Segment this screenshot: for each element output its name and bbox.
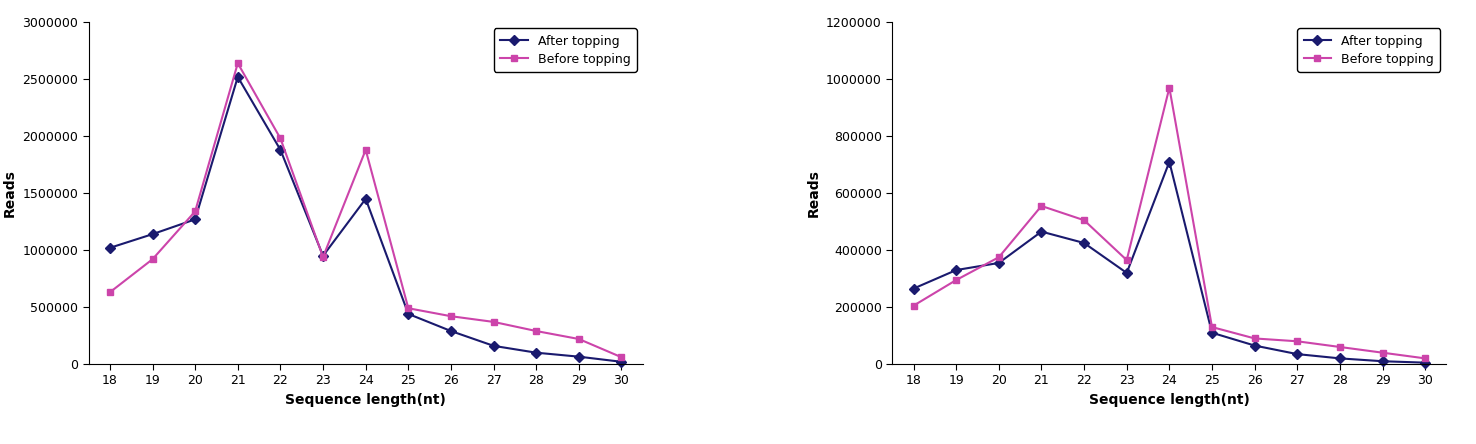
Legend: After topping, Before topping: After topping, Before topping xyxy=(494,28,636,72)
Before topping xyxy=(1331,345,1349,350)
Before topping xyxy=(484,319,502,325)
Before topping xyxy=(1203,325,1221,330)
After topping xyxy=(357,196,375,202)
Before topping xyxy=(527,329,545,334)
After topping xyxy=(272,147,289,152)
Y-axis label: Reads: Reads xyxy=(806,169,821,217)
After topping xyxy=(905,286,922,291)
After topping xyxy=(443,329,461,334)
After topping xyxy=(1117,270,1135,276)
Before topping xyxy=(357,147,375,152)
Before topping xyxy=(443,313,461,319)
After topping xyxy=(570,354,587,359)
After topping xyxy=(1075,240,1092,246)
Line: Before topping: Before topping xyxy=(911,84,1429,362)
Before topping xyxy=(905,303,922,308)
After topping xyxy=(1417,360,1435,365)
Before topping xyxy=(1417,356,1435,361)
After topping xyxy=(1246,343,1263,348)
Before topping xyxy=(1075,218,1092,223)
Line: After topping: After topping xyxy=(911,159,1429,366)
After topping xyxy=(229,74,246,79)
After topping xyxy=(1331,356,1349,361)
Before topping xyxy=(143,257,161,262)
After topping xyxy=(400,311,418,317)
After topping xyxy=(186,217,204,222)
Before topping xyxy=(1289,339,1306,344)
Before topping xyxy=(1117,258,1135,263)
After topping xyxy=(484,343,502,349)
Before topping xyxy=(948,278,965,283)
Before topping xyxy=(400,305,418,311)
After topping xyxy=(990,260,1008,266)
Before topping xyxy=(100,289,118,295)
Before topping xyxy=(272,136,289,141)
After topping xyxy=(1160,159,1178,164)
After topping xyxy=(613,359,630,365)
Before topping xyxy=(990,254,1008,260)
After topping xyxy=(143,231,161,237)
Before topping xyxy=(570,337,587,342)
Line: After topping: After topping xyxy=(106,73,624,365)
Before topping xyxy=(229,60,246,66)
After topping xyxy=(1203,330,1221,335)
Before topping xyxy=(314,254,332,260)
Line: Before topping: Before topping xyxy=(106,60,624,361)
After topping xyxy=(1033,229,1051,234)
Y-axis label: Reads: Reads xyxy=(3,169,16,217)
After topping xyxy=(100,245,118,250)
Before topping xyxy=(186,209,204,214)
Before topping xyxy=(1374,350,1392,355)
Before topping xyxy=(613,355,630,360)
After topping xyxy=(314,253,332,258)
After topping xyxy=(1374,359,1392,364)
Before topping xyxy=(1160,85,1178,91)
X-axis label: Sequence length(nt): Sequence length(nt) xyxy=(285,393,446,407)
Before topping xyxy=(1033,203,1051,209)
X-axis label: Sequence length(nt): Sequence length(nt) xyxy=(1089,393,1250,407)
After topping xyxy=(527,350,545,355)
After topping xyxy=(948,267,965,273)
Before topping xyxy=(1246,336,1263,341)
After topping xyxy=(1289,352,1306,357)
Legend: After topping, Before topping: After topping, Before topping xyxy=(1297,28,1441,72)
